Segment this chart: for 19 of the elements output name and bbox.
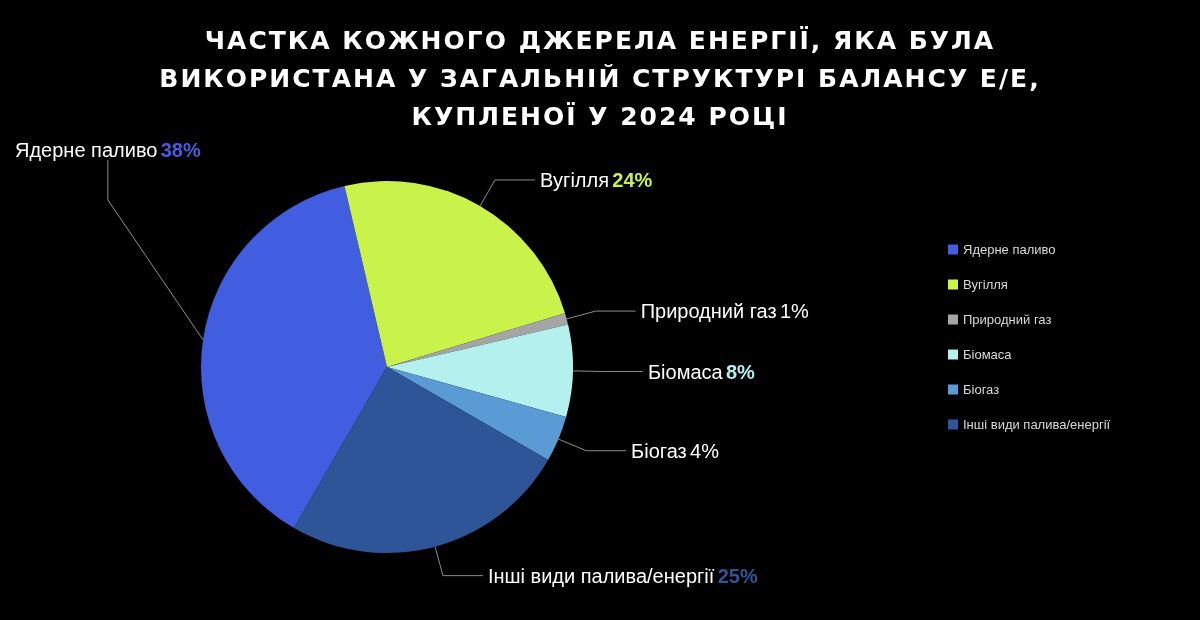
slice-label: Біогаз	[631, 439, 687, 462]
data-label: 25%	[717, 564, 758, 587]
slice-label: Природний газ	[640, 300, 777, 323]
legend-label: Біогаз	[963, 382, 1000, 397]
legend-label: Біомаса	[963, 347, 1013, 362]
legend-label: Ядерне паливо	[963, 242, 1056, 257]
slice-label: Вугілля	[540, 168, 610, 191]
legend-label: Вугілля	[963, 277, 1008, 292]
data-label: 8%	[725, 360, 756, 383]
slice-label: Біомаса	[647, 360, 724, 383]
data-label: 38%	[160, 139, 201, 161]
slice-label: Ядерне паливо	[15, 139, 158, 161]
legend-label: Інші види палива/енергії	[963, 417, 1111, 432]
legend-label: Природний газ	[963, 312, 1052, 327]
chart-title: ЧАСТКА КОЖНОГО ДЖЕРЕЛА ЕНЕРГІЇ, ЯКА БУЛА ВИКОРИСТАНА У ЗАГАЛЬНІЙ СТРУКТУРІ БАЛАНСУ Е/Е, КУПЛЕНОЇ У 2024 РОЦІ	[158, 25, 1042, 133]
data-label: 24%	[612, 168, 653, 191]
slice-label: Інші види палива/енергії	[487, 564, 715, 587]
data-label: 4%	[690, 439, 720, 462]
data-label: 1%	[779, 300, 810, 323]
